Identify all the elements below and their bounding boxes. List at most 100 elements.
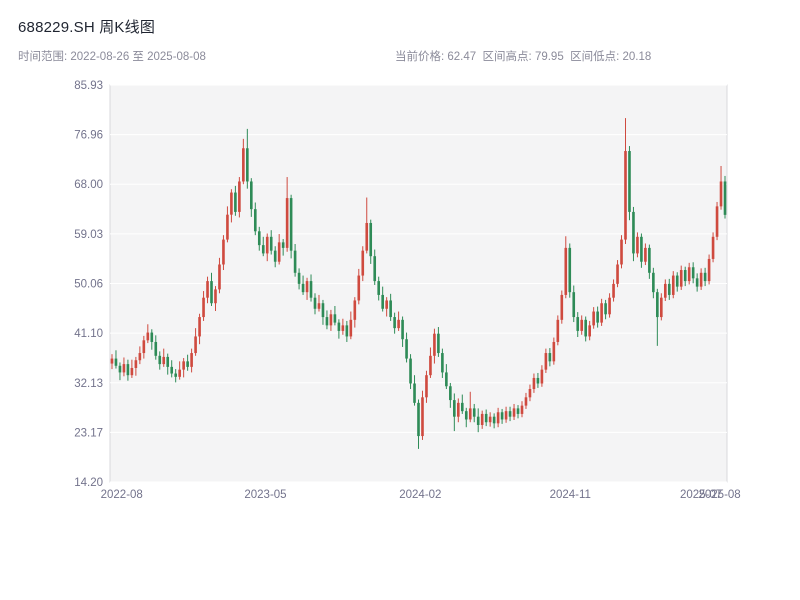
candle-body xyxy=(520,405,524,414)
x-axis-label: 2025-07 xyxy=(680,489,722,501)
candle-body xyxy=(249,181,253,210)
candle-body xyxy=(620,239,623,265)
candle-body xyxy=(441,353,444,373)
candle-body xyxy=(142,340,146,354)
candle-body xyxy=(297,272,301,284)
candle-body xyxy=(190,353,193,367)
candle-body xyxy=(118,365,122,373)
candle-body xyxy=(556,319,560,342)
candle-body xyxy=(584,319,588,337)
candle-body xyxy=(242,148,245,182)
candle-body xyxy=(373,256,377,282)
candle-body xyxy=(628,151,631,212)
candle-body xyxy=(246,148,249,182)
candle-body xyxy=(305,281,309,293)
candle-body xyxy=(230,192,233,215)
candle-body xyxy=(568,247,572,293)
candle-body xyxy=(480,413,484,425)
candle-body xyxy=(397,319,400,329)
candle-body xyxy=(667,283,671,295)
candle-body xyxy=(293,250,297,273)
candle-body xyxy=(182,361,185,370)
candle-body xyxy=(417,402,420,437)
candle-body xyxy=(425,375,428,398)
candle-body xyxy=(349,319,353,337)
x-axis-label: 2023-05 xyxy=(244,489,286,501)
candle-body xyxy=(671,275,675,295)
candle-body xyxy=(405,339,408,359)
x-axis-label: 2025-08 xyxy=(698,489,740,501)
candle-body xyxy=(253,209,257,232)
x-axis-label: 2022-08 xyxy=(101,489,143,501)
y-axis-label: 14.20 xyxy=(74,477,103,489)
candle-body xyxy=(723,181,727,215)
y-axis-label: 41.10 xyxy=(74,328,103,340)
y-axis-label: 50.06 xyxy=(74,279,103,291)
candle-body xyxy=(512,408,516,417)
candle-body xyxy=(532,377,536,390)
candle-body xyxy=(317,303,321,309)
page-title: 688229.SH 周K线图 xyxy=(18,19,156,36)
candle-body xyxy=(660,297,663,318)
candle-body xyxy=(178,369,181,377)
candle-body xyxy=(468,408,472,420)
candle-body xyxy=(337,322,341,331)
candle-body xyxy=(122,364,126,373)
candle-body xyxy=(560,294,564,320)
candle-body xyxy=(632,211,635,254)
candle-body xyxy=(456,402,460,417)
candle-body xyxy=(648,247,651,273)
candle-body xyxy=(624,151,627,240)
candle-body xyxy=(345,325,349,337)
y-axis-label: 32.13 xyxy=(74,378,103,390)
candle-body xyxy=(413,383,416,403)
candle-body xyxy=(663,283,667,298)
candle-body xyxy=(508,411,512,417)
x-axis-label: 2024-02 xyxy=(399,489,441,501)
candle-body xyxy=(524,397,528,406)
candle-body xyxy=(377,281,381,295)
candle-body xyxy=(321,303,325,318)
candle-body xyxy=(174,373,177,377)
candle-body xyxy=(552,341,556,362)
candle-body xyxy=(719,181,723,207)
candle-body xyxy=(210,281,213,304)
candle-body xyxy=(656,292,659,318)
candle-body xyxy=(640,236,643,262)
candle-body xyxy=(170,366,174,374)
candle-body xyxy=(464,411,468,420)
candle-body xyxy=(234,192,237,212)
candle-body xyxy=(226,214,229,240)
candle-body xyxy=(592,311,595,326)
candle-body xyxy=(389,300,392,318)
candle-body xyxy=(261,245,265,254)
candle-body xyxy=(536,377,540,384)
candle-body xyxy=(289,198,293,251)
candle-body xyxy=(445,372,448,387)
candle-body xyxy=(433,333,436,356)
y-axis-label: 76.96 xyxy=(74,130,103,142)
candle-body xyxy=(496,412,500,424)
candle-body xyxy=(548,353,552,362)
candle-body xyxy=(369,222,373,257)
candle-body xyxy=(636,236,639,254)
candle-body xyxy=(576,317,580,331)
candle-body xyxy=(150,332,154,342)
candle-body xyxy=(652,272,655,293)
candle-body xyxy=(437,333,440,354)
candle-body xyxy=(281,242,285,248)
candle-body xyxy=(381,294,384,309)
candle-body xyxy=(325,317,329,326)
candle-body xyxy=(186,361,189,367)
candle-body xyxy=(564,247,568,295)
candle-body xyxy=(277,242,281,262)
candle-body xyxy=(675,275,679,287)
candle-body xyxy=(146,332,150,341)
candle-body xyxy=(110,358,114,364)
candle-body xyxy=(401,319,404,340)
candle-body xyxy=(154,341,158,356)
candle-body xyxy=(580,319,584,331)
y-axis-label: 59.03 xyxy=(74,229,103,241)
candle-body xyxy=(126,364,130,376)
